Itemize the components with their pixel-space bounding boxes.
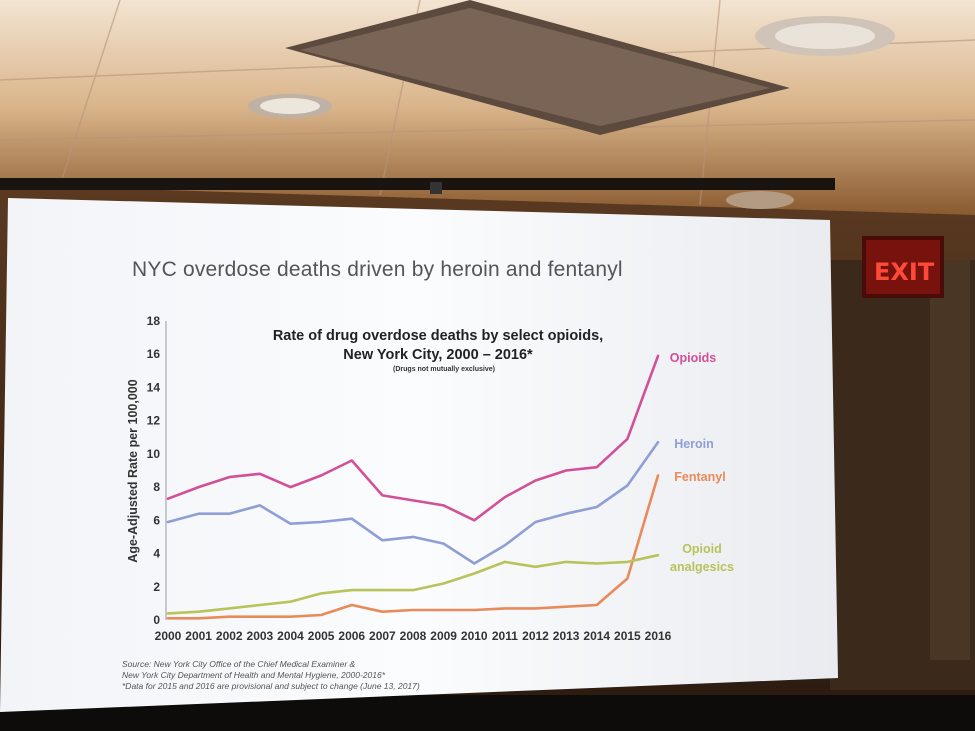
y-tick-label: 18 xyxy=(147,314,161,328)
series-label: Fentanyl xyxy=(674,470,725,484)
chart-note: (Drugs not mutually exclusive) xyxy=(393,366,495,373)
series-label: Opioid xyxy=(682,542,722,556)
x-tick-label: 2013 xyxy=(553,629,580,643)
x-tick-label: 2001 xyxy=(185,629,212,643)
source-line-1: Source: New York City Office of the Chie… xyxy=(122,659,356,669)
series-label: analgesics xyxy=(670,560,734,574)
x-tick-label: 2012 xyxy=(522,629,549,643)
y-tick-label: 14 xyxy=(147,380,161,394)
source-note: Source: New York City Office of the Chie… xyxy=(122,659,420,691)
chart-title-line-1: Rate of drug overdose deaths by select o… xyxy=(273,328,603,344)
y-axis-label: Age-Adjusted Rate per 100,000 xyxy=(126,379,140,562)
y-tick-label: 4 xyxy=(153,547,160,561)
chart-title-line-2: New York City, 2000 – 2016* xyxy=(343,347,533,363)
x-tick-label: 2005 xyxy=(308,629,335,643)
series-line-heroin xyxy=(166,440,660,565)
x-tick-label: 2009 xyxy=(430,629,457,643)
source-line-2: New York City Department of Health and M… xyxy=(122,670,386,680)
series-line-fentanyl xyxy=(166,474,660,620)
y-tick-label: 6 xyxy=(153,513,160,527)
y-tick-label: 8 xyxy=(153,480,160,494)
y-ticks: 0 2 4 6 8 10 12 14 16 18 xyxy=(147,314,161,627)
x-tick-label: 2000 xyxy=(155,629,182,643)
x-ticks: 2000 2001 2002 2003 2004 2005 2006 2007 2008 2009… xyxy=(155,629,672,643)
line-chart: Rate of drug overdose deaths by select o… xyxy=(126,314,734,643)
slide-title: NYC overdose deaths driven by heroin and… xyxy=(132,258,623,281)
source-line-3: *Data for 2015 and 2016 are provisional … xyxy=(122,681,420,691)
projection-screen xyxy=(0,198,838,712)
y-tick-label: 2 xyxy=(153,580,160,594)
series-lines xyxy=(166,354,660,620)
y-tick-label: 12 xyxy=(147,414,161,428)
x-tick-label: 2010 xyxy=(461,629,488,643)
exit-sign-text: EXIT xyxy=(874,258,935,286)
series-label: Opioids xyxy=(670,351,717,365)
x-tick-label: 2002 xyxy=(216,629,243,643)
series-line-opioid-analgesics xyxy=(166,553,660,615)
x-tick-label: 2008 xyxy=(400,629,427,643)
x-tick-label: 2004 xyxy=(277,629,304,643)
y-tick-label: 10 xyxy=(147,447,161,461)
series-line-opioids xyxy=(166,354,660,522)
y-tick-label: 0 xyxy=(153,613,160,627)
x-tick-label: 2016 xyxy=(645,629,672,643)
x-tick-label: 2007 xyxy=(369,629,396,643)
exit-sign: EXIT xyxy=(862,236,944,298)
x-tick-label: 2014 xyxy=(583,629,610,643)
x-tick-label: 2011 xyxy=(492,629,518,643)
x-tick-label: 2015 xyxy=(614,629,641,643)
series-label: Heroin xyxy=(674,437,714,451)
x-tick-label: 2003 xyxy=(247,629,274,643)
x-tick-label: 2006 xyxy=(338,629,365,643)
y-tick-label: 16 xyxy=(147,347,161,361)
series-labels: Opioids Heroin Fentanyl Opioid analgesics xyxy=(670,351,734,574)
